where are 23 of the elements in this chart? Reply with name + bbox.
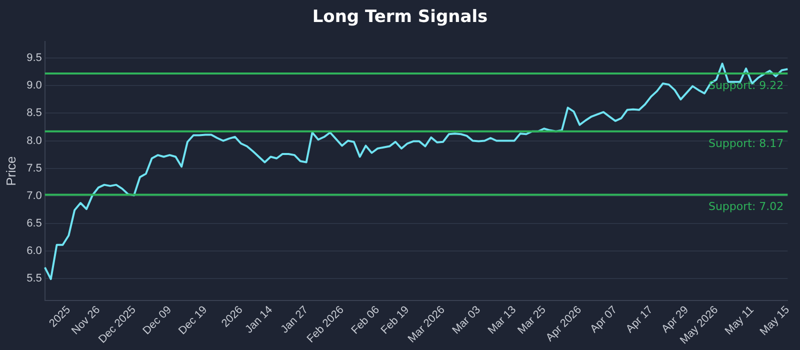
y-tick-label: 9.5 — [26, 52, 42, 64]
ref-line-label: Support: 9.22 — [708, 78, 784, 92]
chart-title: Long Term Signals — [311, 6, 489, 29]
x-tick-label: Jan 14 — [243, 304, 275, 336]
ref-line-label: Support: 7.02 — [708, 200, 784, 214]
x-tick-label: Mar 03 — [450, 304, 483, 337]
x-tick-label: May 15 — [758, 304, 792, 338]
x-tick-label: May 11 — [722, 304, 756, 338]
y-tick-label: 7.5 — [26, 162, 42, 174]
x-tick-label: Apr 07 — [588, 304, 620, 336]
y-tick-label: 5.5 — [26, 272, 42, 285]
x-tick-label: Dec 09 — [140, 304, 174, 338]
x-tick-label: Dec 19 — [176, 304, 210, 338]
y-tick-label: 9.0 — [26, 80, 42, 92]
ref-line-label: Support: 8.17 — [708, 136, 784, 150]
x-tick-label: Jan 27 — [278, 304, 311, 336]
y-tick-label: 6.5 — [26, 217, 42, 230]
y-tick-label: 7.0 — [26, 190, 42, 202]
y-axis-title: Price — [3, 156, 18, 186]
y-tick-label: 8.5 — [26, 107, 42, 120]
x-tick-label: Apr 17 — [624, 304, 656, 336]
y-tick-label: 8.0 — [26, 134, 42, 147]
y-tick-label: 6.0 — [26, 244, 42, 257]
